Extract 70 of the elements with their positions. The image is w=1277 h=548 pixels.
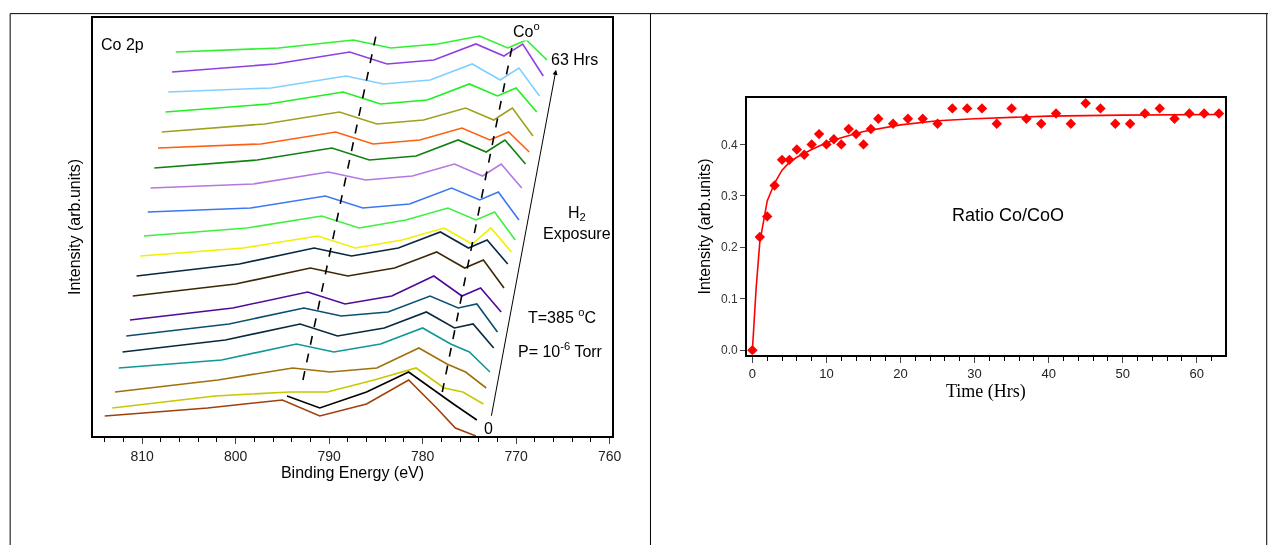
x-tick-label: 0 <box>748 366 757 382</box>
y-tick-label: 0.4 <box>721 137 739 152</box>
point <box>1184 108 1195 119</box>
point <box>1124 118 1136 130</box>
point <box>754 231 766 243</box>
annotation: H$_{2}$ Exposure <box>543 204 611 242</box>
point <box>813 128 825 140</box>
x-tick-label: 810 <box>130 447 155 464</box>
point <box>843 123 854 135</box>
point <box>917 113 928 124</box>
point <box>976 103 988 114</box>
point <box>1065 118 1077 130</box>
point <box>799 149 810 160</box>
point <box>836 139 847 150</box>
x-tick-label: 30 <box>967 366 982 382</box>
x-tick-label: 50 <box>1115 366 1130 382</box>
point <box>902 113 914 124</box>
x-tick-label: 10 <box>819 366 834 382</box>
point <box>1080 98 1091 109</box>
x-tick-label: 760 <box>597 447 622 464</box>
annotation: 0 <box>484 420 493 437</box>
y-tick-label: 0.1 <box>721 291 739 306</box>
point <box>1169 113 1180 124</box>
x-tick-label: 800 <box>223 447 248 464</box>
annotation: Ratio Co/CoO <box>952 205 1065 225</box>
annotation: P= 10$^{-6}$ Torr <box>518 340 603 360</box>
point <box>932 118 943 130</box>
x-axis-title: Binding Energy (eV) <box>280 463 425 481</box>
point <box>1198 108 1210 119</box>
point <box>821 139 832 150</box>
point <box>1213 108 1225 119</box>
y-tick-label: 0.2 <box>721 240 739 255</box>
x-tick-label: 790 <box>317 447 342 464</box>
point <box>1006 103 1017 114</box>
point <box>1036 118 1047 130</box>
y-axis-title: Intensity (arb.units) <box>696 158 714 295</box>
point <box>806 139 817 150</box>
point <box>769 180 780 191</box>
annotation: 63 Hrs <box>551 51 599 68</box>
point <box>991 118 1002 130</box>
x-tick-label: 20 <box>893 366 908 382</box>
point <box>1154 103 1165 114</box>
y-axis-title: Intensity (arb.units) <box>66 158 84 296</box>
point <box>858 139 869 150</box>
point <box>873 113 884 124</box>
annotation: Co$^{o}$ <box>513 20 540 40</box>
point <box>1095 103 1106 114</box>
point <box>887 118 899 130</box>
annotation: T=385 $^{o}$C <box>528 306 597 326</box>
point <box>762 211 773 222</box>
point <box>1050 108 1062 119</box>
x-tick-label: 60 <box>1189 366 1204 382</box>
x-axis-title: Time (Hrs) <box>945 381 1026 403</box>
point <box>1110 118 1121 130</box>
point <box>850 128 862 140</box>
point <box>828 134 840 145</box>
point <box>747 344 758 355</box>
point <box>791 144 803 155</box>
y-tick-label: 0.3 <box>721 189 739 204</box>
point <box>961 103 973 114</box>
x-tick-label: 40 <box>1041 366 1056 382</box>
x-tick-label: 770 <box>504 447 529 464</box>
point <box>865 123 877 135</box>
point <box>1139 108 1151 119</box>
annotation: Co 2p <box>101 36 144 53</box>
point <box>947 103 958 114</box>
point <box>1021 113 1032 124</box>
y-tick-label: 0.0 <box>721 343 739 358</box>
x-tick-label: 780 <box>410 447 435 464</box>
point <box>784 154 795 166</box>
